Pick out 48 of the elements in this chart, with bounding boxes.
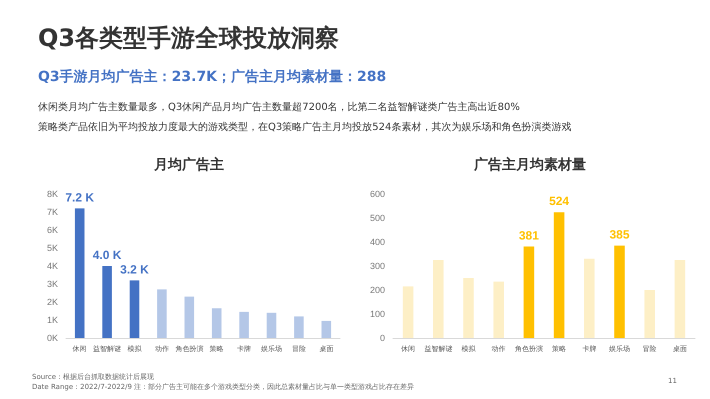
- bar: [102, 266, 112, 338]
- text: 休闲类月均广告主数量最多，Q3休闲产品月均广告主数量超7200名，比第二名益智解谜类广告主高出近80%: [38, 100, 520, 114]
- bar: [463, 278, 474, 338]
- y-tick-label: 300: [370, 261, 385, 271]
- bar: [294, 316, 304, 338]
- y-tick-label: 3K: [46, 279, 58, 289]
- data-label: 381: [518, 228, 540, 243]
- bar: [674, 260, 686, 338]
- bar: [239, 312, 249, 338]
- data-label: 524: [549, 194, 570, 208]
- y-tick-label: 200: [370, 285, 385, 295]
- y-tick-label: 2K: [46, 297, 58, 307]
- y-tick-label: 1K: [46, 315, 58, 325]
- text: 策略类产品依旧为平均投放力度最大的游戏类型，在Q3策略广告主月均投放524条素材，其次为娱乐场和角色扮演类游戏: [38, 120, 572, 134]
- y-tick-label: 4K: [46, 261, 58, 271]
- data-label: 4.0 K: [92, 248, 122, 262]
- bar: [524, 246, 534, 338]
- data-label: 3.2 K: [120, 262, 150, 276]
- y-tick-label: 600: [370, 189, 385, 199]
- bar: [554, 212, 564, 338]
- data-label: 7.2 K: [65, 190, 94, 204]
- bar: [74, 208, 84, 338]
- y-tick-label: 400: [370, 237, 385, 247]
- bar: [130, 280, 140, 338]
- bar: [212, 308, 222, 338]
- y-tick-label: 0K: [46, 333, 58, 343]
- bar: [184, 296, 194, 338]
- data-label: 385: [609, 228, 630, 242]
- chart-title: 广告主月均素材量: [473, 156, 586, 172]
- bar: [402, 286, 414, 338]
- bar: [266, 312, 276, 338]
- chart-title: 月均广告主: [153, 156, 224, 172]
- text: Q3手游月均广告主：23.7K；广告主月均素材量：288: [38, 68, 386, 86]
- bar: [493, 282, 504, 338]
- text: Q3各类型手游全球投放洞察: [38, 23, 340, 54]
- y-tick-label: 0: [380, 333, 385, 343]
- y-tick-label: 6K: [46, 225, 58, 235]
- y-tick-label: 8K: [46, 189, 58, 199]
- bar: [157, 289, 167, 338]
- bar: [614, 246, 625, 338]
- bar: [322, 320, 332, 338]
- y-tick-label: 7K: [46, 207, 58, 217]
- bar: [433, 260, 444, 338]
- y-tick-label: 5K: [46, 243, 58, 253]
- y-tick-label: 500: [370, 213, 385, 223]
- y-tick-label: 100: [370, 309, 385, 319]
- bar: [644, 290, 655, 338]
- bar: [584, 258, 595, 338]
